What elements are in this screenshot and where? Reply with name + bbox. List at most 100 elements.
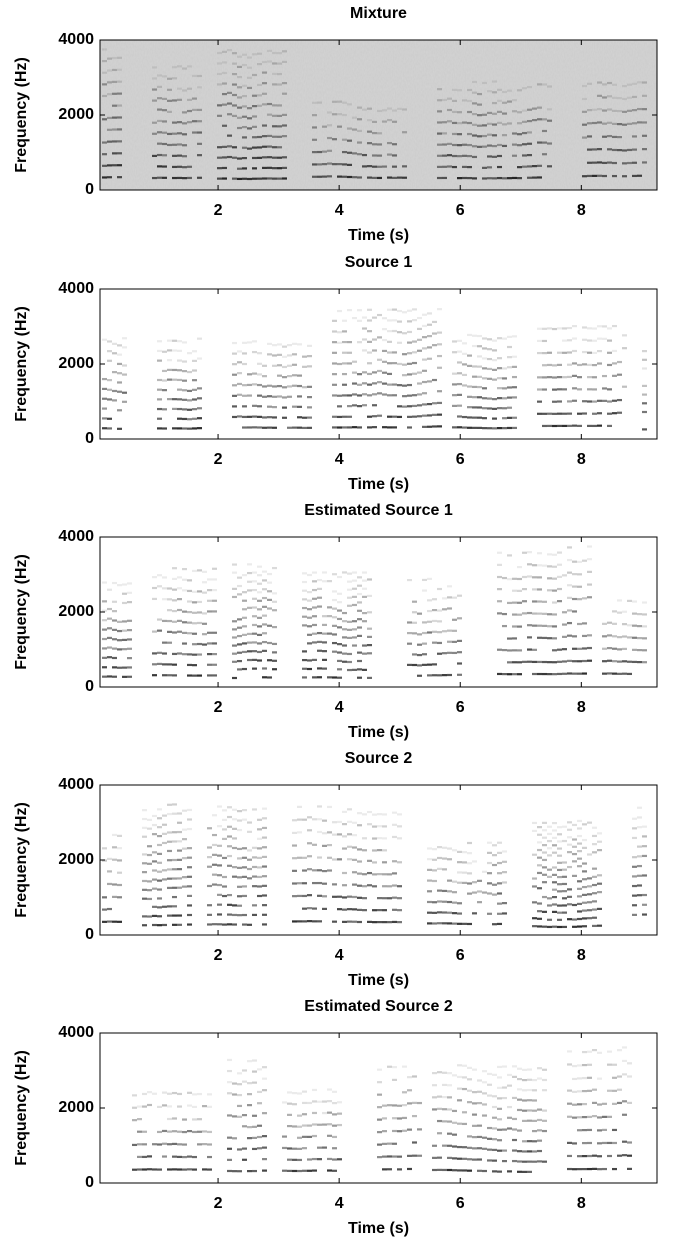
texture-dash [497, 903, 502, 905]
texture-dash [382, 339, 387, 341]
texture-dash [592, 1102, 597, 1104]
texture-dash [187, 409, 192, 411]
texture-dash [642, 637, 647, 639]
texture-dash [627, 162, 632, 164]
texture-dash [242, 857, 247, 859]
texture-dash [312, 139, 317, 141]
texture-dash [537, 107, 542, 109]
texture-dash [257, 583, 262, 585]
texture-dash [402, 1117, 407, 1119]
texture-dash [537, 600, 542, 602]
texture-dash [302, 1170, 307, 1172]
texture-dash [332, 426, 337, 428]
texture-dash [537, 1067, 542, 1069]
texture-dash [552, 673, 557, 675]
texture-dash [272, 136, 277, 138]
texture-dash [377, 873, 382, 875]
texture-dash [247, 117, 252, 119]
texture-dash [457, 595, 462, 597]
texture-dash [252, 875, 257, 877]
texture-dash [112, 896, 117, 898]
texture-dash [272, 167, 277, 169]
texture-dash [532, 588, 537, 590]
texture-dash [622, 162, 627, 164]
texture-dash [392, 383, 397, 385]
texture-dash [177, 1131, 182, 1133]
texture-dash [612, 635, 617, 637]
texture-dash [267, 427, 272, 429]
texture-dash [117, 363, 122, 365]
texture-dash [392, 812, 397, 814]
texture-dash [262, 1112, 267, 1114]
texture-dash [587, 376, 592, 378]
texture-dash [487, 407, 492, 409]
texture-dash [557, 833, 562, 835]
texture-dash [372, 849, 377, 851]
texture-dash [102, 407, 107, 409]
texture-dash [352, 176, 357, 178]
texture-dash [112, 846, 117, 848]
texture-dash [452, 891, 457, 893]
texture-dash [142, 889, 147, 891]
texture-dash [232, 73, 237, 75]
texture-dash [497, 177, 502, 179]
texture-dash [577, 850, 582, 852]
texture-dash [412, 611, 417, 613]
texture-dash [557, 413, 562, 415]
texture-dash [507, 637, 512, 639]
x-axis-label: Time (s) [348, 476, 409, 493]
texture-dash [267, 599, 272, 601]
texture-dash [182, 829, 187, 831]
texture-dash [287, 385, 292, 387]
texture-dash [277, 395, 282, 397]
texture-dash [292, 882, 297, 884]
texture-dash [112, 399, 117, 401]
texture-dash [337, 668, 342, 670]
texture-dash [432, 1072, 437, 1074]
texture-dash [172, 813, 177, 815]
texture-dash [192, 1118, 197, 1120]
y-tick-label: 0 [85, 430, 94, 447]
texture-dash [447, 1084, 452, 1086]
texture-dash [392, 921, 397, 923]
texture-dash [257, 617, 262, 619]
texture-dash [607, 672, 612, 674]
texture-dash [197, 338, 202, 340]
texture-dash [367, 177, 372, 179]
texture-dash [537, 887, 542, 889]
texture-dash [637, 637, 642, 639]
plot-area [100, 289, 657, 439]
texture-dash [187, 352, 192, 354]
texture-dash [162, 351, 167, 353]
texture-dash [582, 1051, 587, 1053]
texture-dash [122, 648, 127, 650]
texture-dash [242, 914, 247, 916]
texture-dash [257, 178, 262, 180]
texture-dash [167, 598, 172, 600]
texture-dash [372, 861, 377, 863]
texture-dash [352, 636, 357, 638]
texture-dash [327, 615, 332, 617]
chart-title: Source 1 [345, 254, 413, 271]
texture-dash [497, 122, 502, 124]
texture-dash [182, 144, 187, 146]
texture-dash [597, 95, 602, 97]
texture-dash [407, 1168, 412, 1170]
texture-dash [332, 362, 337, 364]
texture-dash [297, 895, 302, 897]
texture-dash [602, 109, 607, 111]
texture-dash [377, 132, 382, 134]
texture-dash [217, 83, 222, 85]
texture-dash [412, 1115, 417, 1117]
texture-dash [552, 566, 557, 568]
texture-dash [317, 632, 322, 634]
texture-dash [452, 1122, 457, 1124]
texture-dash [107, 360, 112, 362]
texture-dash [322, 895, 327, 897]
texture-dash [622, 124, 627, 126]
texture-dash [452, 1145, 457, 1147]
texture-dash [637, 846, 642, 848]
texture-dash [577, 1077, 582, 1079]
texture-dash [492, 134, 497, 136]
texture-dash [102, 176, 107, 178]
